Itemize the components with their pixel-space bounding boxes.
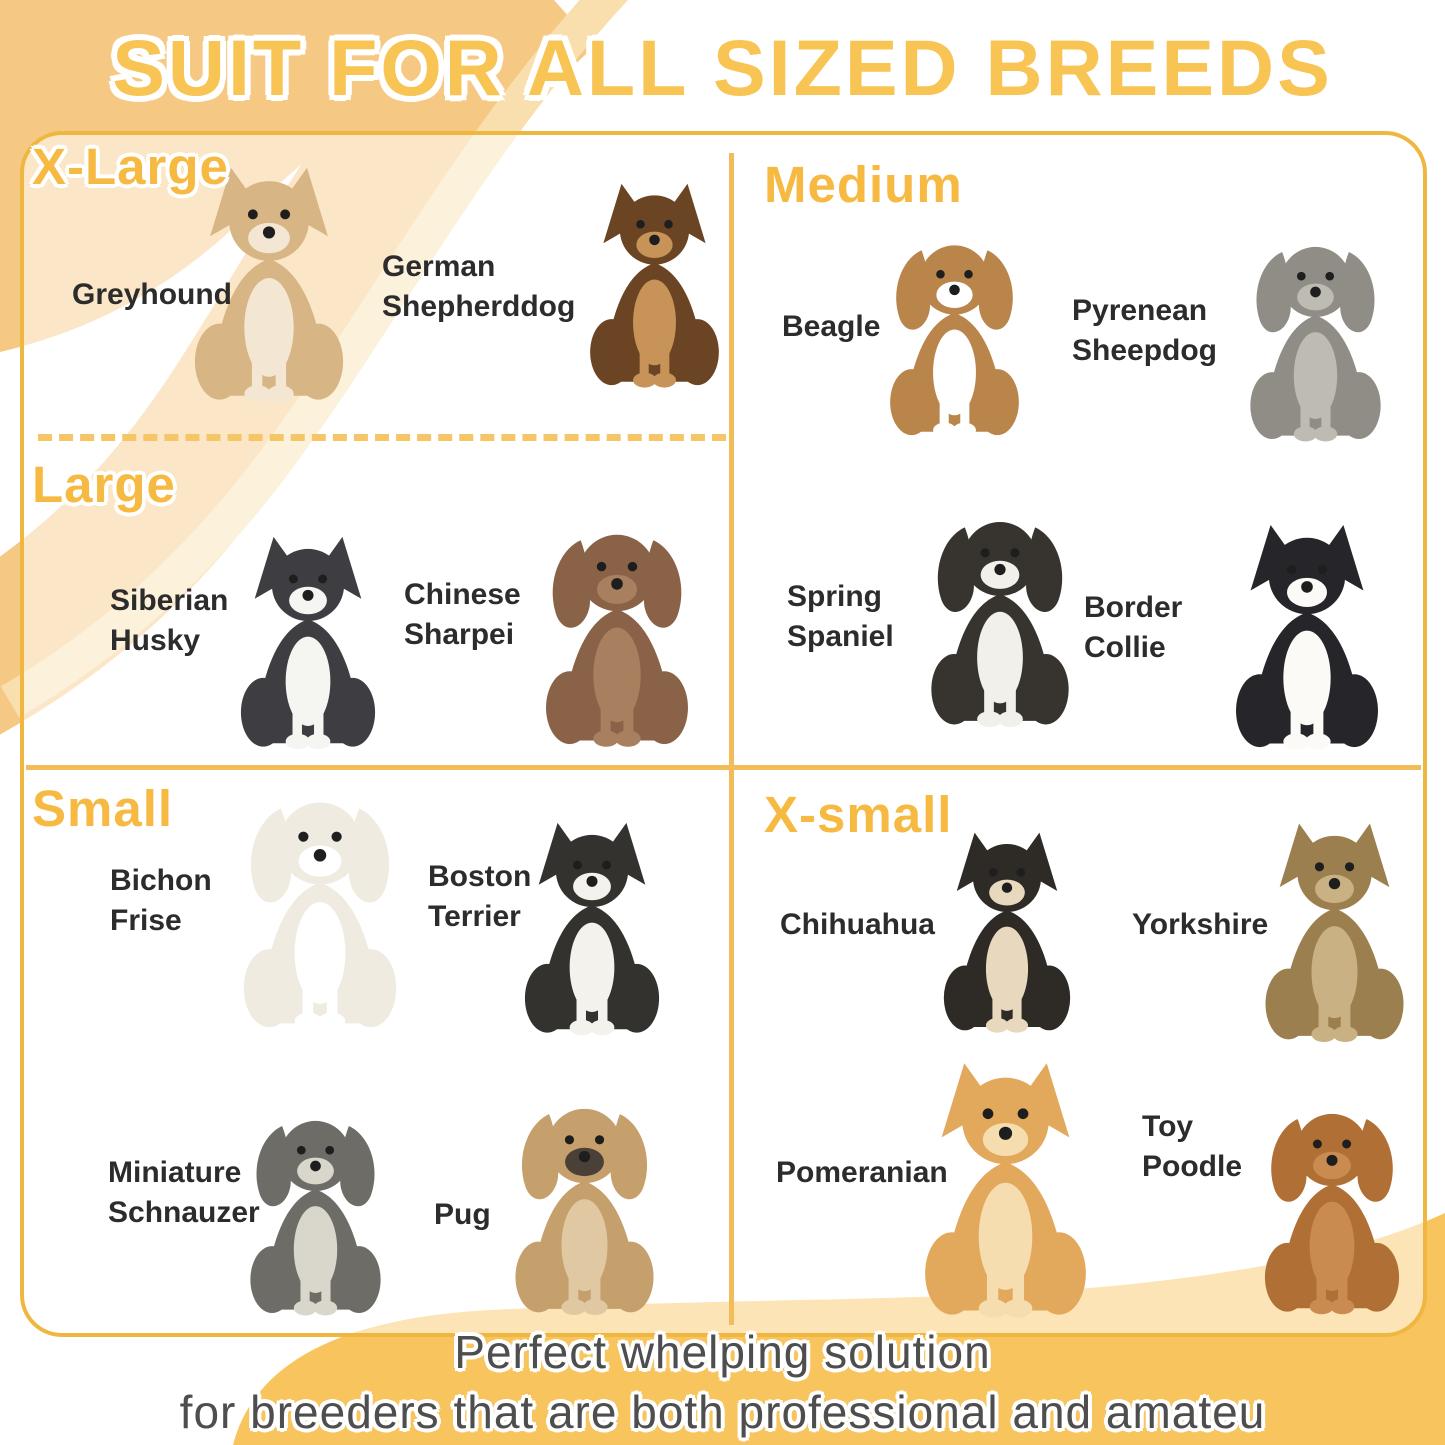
chinese-sharpei-dog-icon [526,465,708,755]
size-label-medium: Medium [764,156,963,213]
dashed-divider [38,434,726,441]
size-label-x-small: X-small [764,786,953,843]
spring-spaniel-dog-icon [912,493,1088,735]
beagle-dog-icon [872,191,1037,445]
pomeranian-dog-icon [902,1055,1109,1327]
yorkshire-dog-icon [1246,787,1423,1050]
size-label-x-large: X-Large [32,138,229,195]
breed-label-miniature-schnauzer: Miniature Schnauzer [108,1156,260,1229]
breed-label-spring-spaniel: Spring Spaniel [787,580,894,653]
vertical-divider [729,153,734,1325]
boston-terrier-dog-icon [506,781,678,1043]
breed-label-boston-terrier: Boston Terrier [428,860,532,933]
greyhound-dog-icon [174,149,364,411]
breed-label-border-collie: Border Collie [1084,591,1183,664]
breed-label-beagle: Beagle [782,310,881,343]
footer-caption: Perfect whelping solution for breeders t… [0,1325,1445,1439]
breeds-card: X-Large Greyhound German Shepherddog Larg… [20,131,1427,1337]
breed-label-pug: Pug [434,1198,491,1231]
breed-label-chihuahua: Chihuahua [780,908,935,941]
horizontal-divider [26,765,1421,770]
border-collie-dog-icon [1216,483,1398,758]
pug-dog-icon [496,1068,673,1323]
breed-label-chinese-sharpei: Chinese Sharpei [404,578,521,651]
footer-line-1: Perfect whelping solution [454,1326,991,1378]
breed-label-siberian-husky: Siberian Husky [110,584,229,657]
size-label-large: Large [32,456,176,513]
pyrenean-sheepdog-dog-icon [1232,189,1399,449]
breed-label-pyrenean-sheepdog: Pyrenean Sheepdog [1072,294,1218,367]
toy-poodle-dog-icon [1246,1077,1418,1322]
miniature-schnauzer-dog-icon [232,1053,399,1323]
german-shepherddog-dog-icon [572,143,737,395]
page-title: SUIT FOR ALL SIZED BREEDS [112,23,1333,112]
breed-label-greyhound: Greyhound [72,278,233,311]
breed-label-bichon-frise: Bichon Frise [110,864,212,937]
breed-label-yorkshire: Yorkshire [1132,908,1269,941]
breed-label-german-shepherddog: German Shepherddog [382,250,576,323]
siberian-husky-dog-icon [222,457,394,757]
footer-line-2: for breeders that are both professional … [179,1386,1266,1438]
breed-label-toy-poodle: Toy Poodle [1142,1110,1243,1183]
breed-label-pomeranian: Pomeranian [776,1156,948,1189]
bichon-frise-dog-icon [222,781,418,1039]
chihuahua-dog-icon [926,783,1088,1040]
size-label-small: Small [32,780,174,837]
